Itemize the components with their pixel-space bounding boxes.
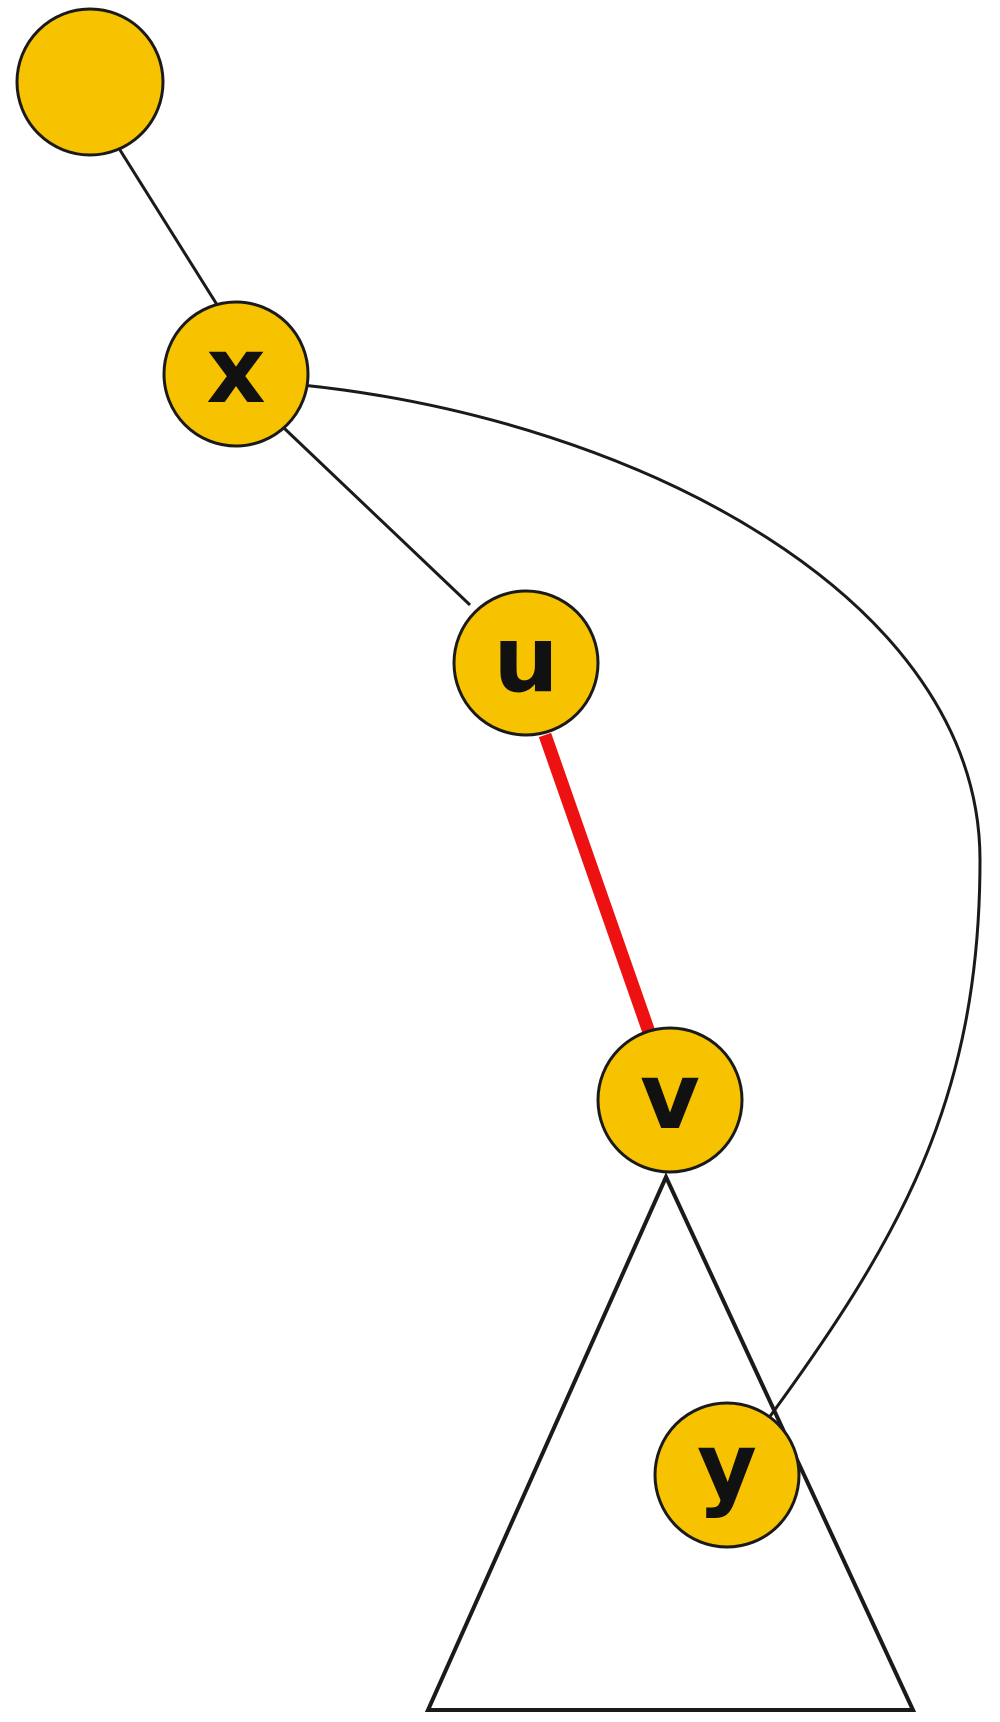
- node-u-label: u: [493, 606, 559, 713]
- node-y-circle: [653, 1401, 801, 1549]
- node-x-circle: [162, 300, 310, 448]
- node-v-label: v: [640, 1043, 700, 1150]
- edge-u-v-highlighted: [538, 732, 657, 1038]
- node-y: y: [653, 1401, 801, 1549]
- node-root: [15, 7, 165, 157]
- node-u: u: [452, 589, 600, 737]
- node-x-label: x: [206, 317, 265, 424]
- node-y-label: y: [697, 1413, 757, 1520]
- edge-x-u: [263, 408, 472, 607]
- node-v-circle: [596, 1026, 744, 1174]
- node-v: v: [596, 1026, 744, 1174]
- node-u-circle: [452, 589, 600, 737]
- node-root-circle: [15, 7, 165, 157]
- edge-x-y-curve: [301, 383, 982, 1431]
- node-x: x: [162, 300, 310, 448]
